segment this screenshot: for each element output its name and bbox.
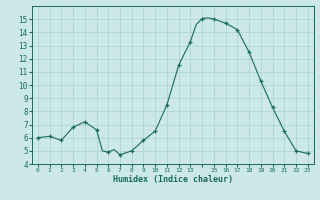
X-axis label: Humidex (Indice chaleur): Humidex (Indice chaleur) xyxy=(113,175,233,184)
